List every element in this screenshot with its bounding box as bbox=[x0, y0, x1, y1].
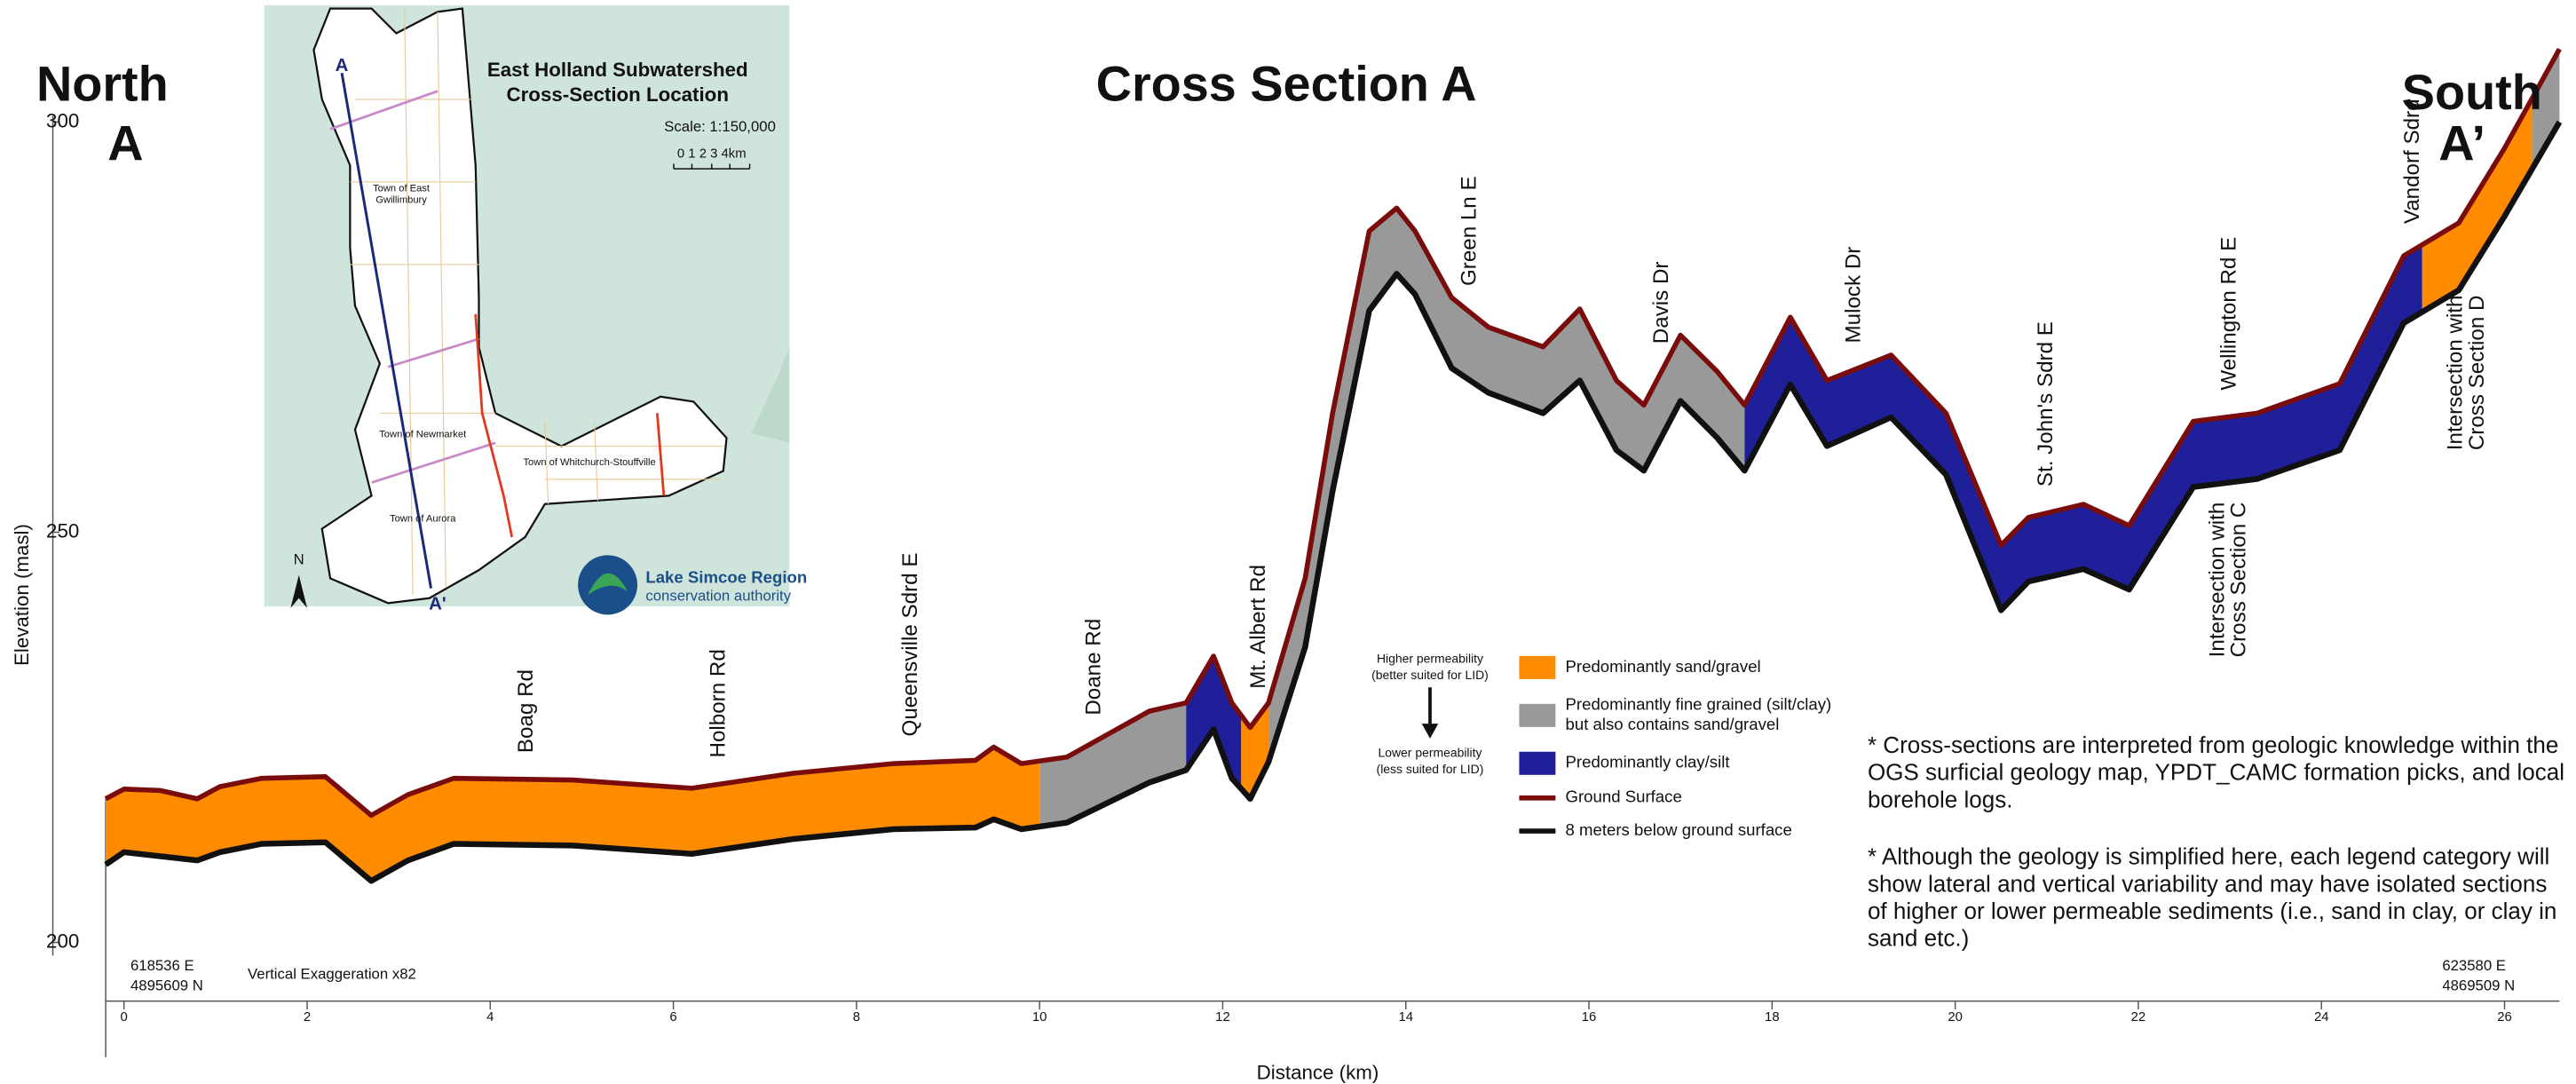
road-label: Queensville Sdrd E bbox=[898, 553, 922, 737]
coordinate-label: 618536 E bbox=[130, 957, 194, 974]
intersection-label: Intersection with bbox=[2205, 502, 2229, 658]
inset-town: Town of Aurora bbox=[390, 513, 456, 524]
x-tick-label: 4 bbox=[486, 1010, 494, 1025]
geology-layer bbox=[106, 748, 1039, 882]
inset-town: Town of Newmarket bbox=[379, 430, 467, 440]
inset-title: Cross-Section Location bbox=[507, 83, 729, 106]
body: East Holland Subwatershed Cross-Section … bbox=[0, 0, 2576, 1084]
note-text: of higher or lower permeable sediments (… bbox=[1868, 898, 2556, 924]
note-text: sand etc.) bbox=[1868, 925, 1969, 952]
note-text: * Although the geology is simplified her… bbox=[1868, 843, 2549, 870]
geology-layer bbox=[1039, 703, 1186, 827]
road-label: Doane Rd bbox=[1081, 619, 1105, 716]
note-text: OGS surficial geology map, YPDT_CAMC for… bbox=[1868, 759, 2564, 786]
legend-label: Predominantly clay/silt bbox=[1566, 753, 1731, 771]
legend-swatch bbox=[1519, 704, 1555, 727]
chart-title: Cross Section A bbox=[1096, 56, 1477, 112]
road-label: Mt. Albert Rd bbox=[1246, 565, 1270, 689]
road-label: Boag Rd bbox=[514, 669, 538, 753]
permeability-label: (better suited for LID) bbox=[1371, 668, 1489, 682]
y-axis-label: Elevation (masl) bbox=[11, 524, 33, 666]
inset-logo-text: Lake Simcoe Region bbox=[645, 567, 807, 586]
road-label: Davis Dr bbox=[1649, 262, 1673, 344]
coordinate-label: 4895609 N bbox=[130, 977, 203, 993]
x-tick-label: 16 bbox=[1582, 1010, 1597, 1025]
road-label: Vandorf Sdrd bbox=[2400, 99, 2424, 224]
inset-end: A' bbox=[429, 594, 446, 614]
geology-layer bbox=[1186, 656, 1241, 788]
x-tick-label: 12 bbox=[1215, 1010, 1230, 1025]
road-label: Wellington Rd E bbox=[2216, 237, 2240, 391]
road-label: Holborn Rd bbox=[707, 649, 731, 757]
note-text: borehole logs. bbox=[1868, 786, 2013, 812]
note-text: show lateral and vertical variability an… bbox=[1868, 870, 2547, 897]
section-end-label: A bbox=[107, 115, 143, 171]
road-label: St. John's Sdrd E bbox=[2034, 321, 2058, 487]
y-tick-label: 300 bbox=[46, 109, 79, 131]
y-tick-label: 200 bbox=[46, 930, 79, 952]
inset-scale-bar-label: 0 1 2 3 4km bbox=[677, 146, 747, 161]
x-tick-label: 24 bbox=[2314, 1010, 2329, 1025]
x-tick-label: 8 bbox=[853, 1010, 860, 1025]
x-tick-label: 0 bbox=[121, 1010, 128, 1025]
x-axis-label: Distance (km) bbox=[1257, 1061, 1379, 1083]
permeability-label: Higher permeability bbox=[1377, 651, 1483, 665]
inset-start: A bbox=[336, 55, 349, 75]
inset-title: East Holland Subwatershed bbox=[487, 59, 748, 81]
x-tick-label: 6 bbox=[669, 1010, 676, 1025]
permeability-label: (less suited for LID) bbox=[1377, 762, 1484, 776]
note-text: * Cross-sections are interpreted from ge… bbox=[1868, 732, 2558, 758]
legend-label: Predominantly fine grained (silt/clay) bbox=[1566, 695, 1832, 714]
legend-swatch bbox=[1519, 752, 1555, 775]
permeability-arrowhead bbox=[1422, 724, 1439, 739]
inset-town: Gwillimbury bbox=[375, 194, 427, 205]
road-label: Mulock Dr bbox=[1842, 247, 1866, 344]
x-tick-label: 26 bbox=[2497, 1010, 2512, 1025]
x-tick-label: 20 bbox=[1948, 1010, 1963, 1025]
coordinate-label: 4869509 N bbox=[2442, 977, 2515, 993]
legend-swatch bbox=[1519, 656, 1555, 679]
x-tick-label: 14 bbox=[1398, 1010, 1413, 1025]
legend-label: Ground Surface bbox=[1566, 787, 1682, 806]
section-end-label: A’ bbox=[2438, 115, 2485, 171]
inset-scale: Scale: 1:150,000 bbox=[664, 118, 776, 135]
x-tick-label: 22 bbox=[2131, 1010, 2146, 1025]
x-tick-label: 10 bbox=[1032, 1010, 1047, 1025]
inset-town: Town of Whitchurch-Stouffville bbox=[523, 457, 655, 468]
chart: East Holland Subwatershed Cross-Section … bbox=[0, 0, 2576, 1084]
intersection-label: Intersection with bbox=[2444, 296, 2468, 451]
intersection-label: Cross Section C bbox=[2227, 502, 2251, 658]
road-label: Green Ln E bbox=[1457, 176, 1481, 286]
page: Cross Section A {"chart_data": { "type":… bbox=[0, 0, 2576, 1084]
legend-label: 8 meters below ground surface bbox=[1566, 820, 1792, 839]
exaggeration-label: Vertical Exaggeration x82 bbox=[248, 965, 416, 982]
section-end-label: North bbox=[36, 56, 169, 112]
inset-town: Town of East bbox=[373, 183, 431, 194]
x-tick-label: 18 bbox=[1765, 1010, 1780, 1025]
permeability-label: Lower permeability bbox=[1378, 745, 1482, 759]
legend-label: Predominantly sand/gravel bbox=[1566, 657, 1761, 676]
y-tick-label: 250 bbox=[46, 519, 79, 542]
inset-logo-text: conservation authority bbox=[645, 587, 791, 604]
inset-north: N bbox=[294, 550, 304, 567]
legend-label: but also contains sand/gravel bbox=[1566, 715, 1780, 733]
x-tick-label: 2 bbox=[304, 1010, 311, 1025]
coordinate-label: 623580 E bbox=[2442, 957, 2506, 974]
intersection-label: Cross Section D bbox=[2465, 296, 2489, 451]
